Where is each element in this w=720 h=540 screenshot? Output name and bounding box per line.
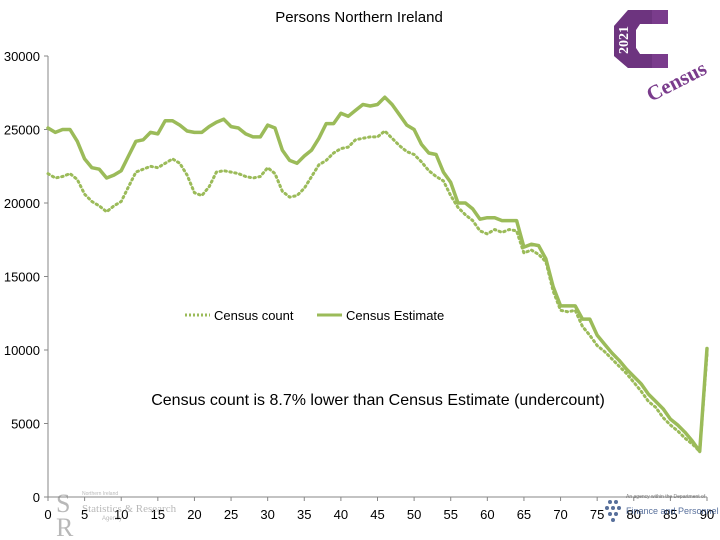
x-tick-label: 0 bbox=[44, 507, 51, 522]
x-tick-label: 60 bbox=[480, 507, 494, 522]
x-tick-label: 70 bbox=[553, 507, 567, 522]
x-tick-label: 5 bbox=[81, 507, 88, 522]
chart-title: Persons Northern Ireland bbox=[275, 9, 443, 26]
y-axis: 0 5000 10000 15000 20000 25000 30000 bbox=[4, 49, 48, 505]
y-tick-label: 20000 bbox=[4, 196, 40, 211]
x-tick-label: 80 bbox=[627, 507, 641, 522]
census-logo-shadow bbox=[614, 10, 652, 68]
x-axis: 0 5 10 15 20 25 30 35 40 45 50 55 60 65 70 75 80 85 90 bbox=[44, 497, 714, 522]
dfp-logo-line2: Finance and Personnel bbox=[626, 506, 719, 516]
series-line-census-count bbox=[46, 129, 709, 453]
census-logo-c-shape bbox=[614, 10, 668, 68]
x-tick-label: 25 bbox=[224, 507, 238, 522]
y-tick-label: 0 bbox=[33, 490, 40, 505]
legend: Census count Census Estimate bbox=[185, 308, 444, 323]
x-tick-label: 55 bbox=[443, 507, 457, 522]
x-tick-label: 45 bbox=[370, 507, 384, 522]
nisra-logo-line2: Statistics & Research bbox=[82, 503, 177, 515]
y-tick-label: 25000 bbox=[4, 123, 40, 138]
x-tick-label: 30 bbox=[260, 507, 274, 522]
census-logo-year: 2021 bbox=[617, 26, 632, 54]
y-tick-label: 15000 bbox=[4, 270, 40, 285]
nisra-logo-r: R bbox=[56, 513, 74, 540]
x-tick-label: 65 bbox=[517, 507, 531, 522]
x-tick-label: 35 bbox=[297, 507, 311, 522]
dfp-logo: An agency within the Department of Finan… bbox=[605, 494, 719, 522]
x-tick-label: 10 bbox=[114, 507, 128, 522]
nisra-logo-s: S bbox=[56, 489, 70, 518]
census-2021-logo: 2021 Census bbox=[614, 10, 710, 106]
legend-label-census-estimate: Census Estimate bbox=[346, 308, 444, 323]
x-tick-label: 15 bbox=[151, 507, 165, 522]
undercount-annotation: Census count is 8.7% lower than Census E… bbox=[151, 392, 605, 409]
y-tick-label: 30000 bbox=[4, 49, 40, 64]
dfp-logo-line1: An agency within the Department of bbox=[626, 494, 706, 500]
legend-label-census-count: Census count bbox=[214, 308, 294, 323]
series-layer bbox=[46, 95, 709, 454]
y-tick-label: 5000 bbox=[11, 417, 40, 432]
x-tick-label: 90 bbox=[700, 507, 714, 522]
x-tick-label: 75 bbox=[590, 507, 604, 522]
x-tick-label: 40 bbox=[334, 507, 348, 522]
x-tick-label: 50 bbox=[407, 507, 421, 522]
x-tick-label: 85 bbox=[663, 507, 677, 522]
nisra-logo: S R Northern Ireland Statistics & Resear… bbox=[56, 489, 177, 540]
series-line-census-estimate bbox=[46, 95, 709, 454]
nisra-logo-line1: Northern Ireland bbox=[82, 491, 118, 497]
x-tick-label: 20 bbox=[187, 507, 201, 522]
nisra-logo-line3: Agency bbox=[102, 516, 122, 522]
y-tick-label: 10000 bbox=[4, 343, 40, 358]
